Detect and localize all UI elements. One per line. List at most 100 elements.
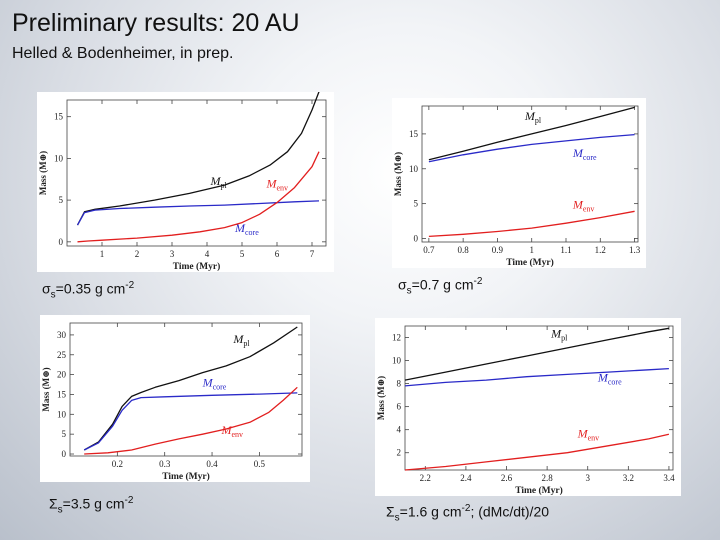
x-tick-label: 1 <box>100 249 105 259</box>
caption-0-sub: s <box>50 289 56 301</box>
y-tick-label: 30 <box>57 330 67 340</box>
x-tick-label: 0.2 <box>112 459 123 469</box>
caption-1-text: =0.7 g cm <box>411 276 474 293</box>
series-line-core <box>404 367 669 387</box>
y-tick-label: 5 <box>62 429 67 439</box>
plot-frame <box>404 325 674 471</box>
x-tick-label: 0.9 <box>492 245 504 255</box>
chart-panel-0: 1 2 3 4 5 6 7 0 5 10 15 Time (Myr) Mass (M⊕) Mpl Mcore… <box>37 92 334 272</box>
caption-1-sup: -2 <box>473 276 483 287</box>
caption-1-sub: s <box>406 285 412 297</box>
chart-svg-2: 0.2 0.3 0.4 0.5 0 5 10 15 20 25 30 Time (Myr) Mass (… <box>41 322 303 482</box>
y-tick-label: 15 <box>57 389 67 399</box>
series-line-core <box>428 133 635 163</box>
x-tick-label: 1.1 <box>560 245 571 255</box>
x-tick-label: 2.6 <box>501 473 513 483</box>
x-axis-label: Time (Myr) <box>506 257 554 268</box>
y-tick-label: 15 <box>54 112 64 122</box>
series-line-pl <box>428 106 635 161</box>
x-tick-label: 1.2 <box>595 245 606 255</box>
caption-3-sub: s <box>394 512 400 524</box>
x-axis-label: Time (Myr) <box>162 471 210 482</box>
caption-0-text: =0.35 g cm <box>55 280 126 297</box>
x-tick-label: 3 <box>585 473 590 483</box>
caption-3: Σs=1.6 g cm-2; (dMc/dt)/20 <box>386 503 549 523</box>
series-line-core <box>83 392 298 451</box>
y-tick-label: 5 <box>414 199 419 209</box>
x-tick-label: 0.5 <box>254 459 266 469</box>
caption-3-suffix: ; (dMc/dt)/20 <box>470 503 550 520</box>
y-tick-label: 0 <box>414 234 419 244</box>
series-label-core: Mcore <box>202 376 227 392</box>
series-label-pl: Mpl <box>524 109 542 125</box>
x-tick-label: 0.3 <box>159 459 171 469</box>
y-tick-label: 4 <box>397 425 402 435</box>
y-tick-label: 6 <box>397 402 402 412</box>
y-tick-label: 10 <box>54 153 64 163</box>
x-tick-label: 3 <box>170 249 175 259</box>
y-axis-label: Mass (M⊕) <box>41 367 51 411</box>
y-tick-label: 0 <box>62 449 67 459</box>
series-line-env <box>428 210 635 238</box>
x-tick-label: 2.4 <box>460 473 472 483</box>
x-axis-label: Time (Myr) <box>515 485 563 496</box>
plot-frame <box>66 99 327 247</box>
y-axis-label: Mass (M⊕) <box>393 152 403 196</box>
plot-frame <box>421 105 639 243</box>
series-line-pl <box>76 92 320 226</box>
chart-panel-3: 2.2 2.4 2.6 2.8 3 3.2 3.4 2 4 6 8 10 12 Time (Myr) Mas… <box>375 318 681 496</box>
y-tick-label: 10 <box>57 409 67 419</box>
x-tick-label: 1 <box>529 245 534 255</box>
slide-subtitle: Helled & Bodenheimer, in prep. <box>12 45 234 62</box>
caption-1: σs=0.7 g cm-2 <box>398 276 482 296</box>
y-axis-label: Mass (M⊕) <box>38 151 48 195</box>
x-tick-label: 6 <box>275 249 280 259</box>
y-tick-label: 25 <box>57 350 67 360</box>
caption-3-prefix: Σ <box>386 503 395 520</box>
slide-title: Preliminary results: 20 AU <box>12 9 300 37</box>
caption-1-prefix: σ <box>398 276 407 293</box>
series-line-env <box>404 433 670 471</box>
caption-2: Σs=3.5 g cm-2 <box>49 495 133 515</box>
y-tick-label: 0 <box>59 237 64 247</box>
y-tick-label: 2 <box>397 448 402 458</box>
caption-2-sup: -2 <box>124 495 134 506</box>
plot-frame <box>69 322 303 457</box>
x-tick-label: 2.8 <box>541 473 553 483</box>
caption-2-prefix: Σ <box>49 495 58 512</box>
series-line-core <box>76 200 320 226</box>
y-tick-label: 8 <box>397 379 402 389</box>
series-label-core: Mcore <box>597 370 622 386</box>
x-tick-label: 7 <box>310 249 315 259</box>
caption-3-text: =1.6 g cm <box>399 503 462 520</box>
x-tick-label: 4 <box>205 249 210 259</box>
x-tick-label: 0.8 <box>458 245 470 255</box>
y-tick-label: 5 <box>59 195 64 205</box>
y-tick-label: 10 <box>409 164 419 174</box>
caption-0-prefix: σ <box>42 280 51 297</box>
series-label-env: Menv <box>577 427 600 443</box>
y-axis-label: Mass (M⊕) <box>376 376 386 420</box>
caption-3-sup: -2 <box>461 503 471 514</box>
chart-panel-2: 0.2 0.3 0.4 0.5 0 5 10 15 20 25 30 Time (Myr) Mass (… <box>40 315 310 482</box>
chart-svg-3: 2.2 2.4 2.6 2.8 3 3.2 3.4 2 4 6 8 10 12 Time (Myr) Mas… <box>376 325 675 496</box>
x-tick-label: 2.2 <box>420 473 431 483</box>
x-tick-label: 0.4 <box>206 459 218 469</box>
series-label-env: Menv <box>221 423 244 439</box>
caption-0-sup: -2 <box>125 280 135 291</box>
series-label-env: Menv <box>266 177 289 193</box>
chart-panel-1: 0.7 0.8 0.9 1 1.1 1.2 1.3 0 5 10 15 Time (Myr) Mass … <box>392 98 646 268</box>
x-tick-label: 3.4 <box>663 473 675 483</box>
x-tick-label: 0.7 <box>423 245 435 255</box>
chart-svg-1: 0.7 0.8 0.9 1 1.1 1.2 1.3 0 5 10 15 Time (Myr) Mass … <box>393 105 641 268</box>
series-label-pl: Mpl <box>232 332 250 348</box>
x-tick-label: 2 <box>135 249 140 259</box>
x-tick-label: 5 <box>240 249 245 259</box>
series-label-core: Mcore <box>572 146 597 162</box>
y-tick-label: 12 <box>392 333 401 343</box>
series-line-pl <box>83 326 298 451</box>
x-tick-label: 1.3 <box>629 245 641 255</box>
series-line-env <box>84 386 298 455</box>
y-tick-label: 20 <box>57 370 67 380</box>
